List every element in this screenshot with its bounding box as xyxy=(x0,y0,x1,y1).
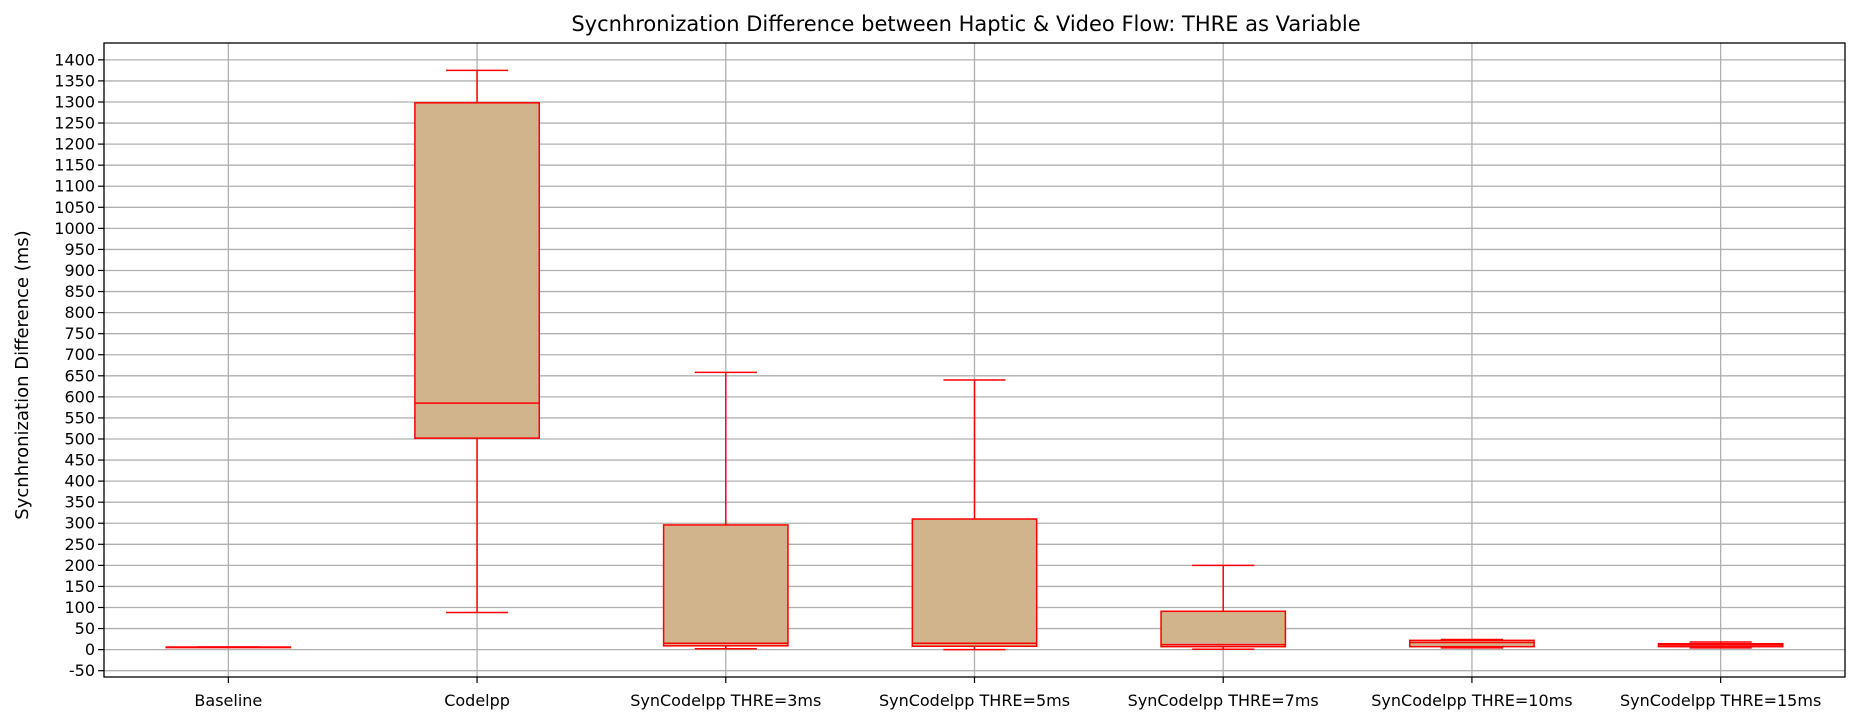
x-tick-label: Baseline xyxy=(194,691,262,710)
y-tick-label: 50 xyxy=(75,619,95,638)
x-tick-label: SynCodelpp THRE=5ms xyxy=(879,691,1070,710)
y-tick-label: 1350 xyxy=(54,71,95,90)
y-tick-label: 1400 xyxy=(54,50,95,69)
y-tick-label: 850 xyxy=(64,282,95,301)
iqr-box xyxy=(414,102,540,439)
y-tick-label: 500 xyxy=(64,429,95,448)
iqr-box xyxy=(1160,610,1287,648)
x-tick-label: SynCodelpp THRE=15ms xyxy=(1620,691,1821,710)
y-tick-label: 1050 xyxy=(54,198,95,217)
y-tick-label: 800 xyxy=(64,303,95,322)
y-tick-label: 200 xyxy=(64,556,95,575)
box-series xyxy=(165,69,1784,651)
y-tick-label: 450 xyxy=(64,451,95,470)
iqr-box xyxy=(1409,639,1535,648)
box-3 xyxy=(662,371,789,650)
x-tick-label: SynCodelpp THRE=10ms xyxy=(1371,691,1572,710)
y-tick-label: 600 xyxy=(64,387,95,406)
box-7 xyxy=(1657,641,1784,649)
box-5 xyxy=(1160,564,1287,650)
y-tick-label: 1200 xyxy=(54,135,95,154)
y-tick-label: 300 xyxy=(64,514,95,533)
y-tick-label: 1250 xyxy=(54,114,95,133)
chart-title: Sycnhronization Difference between Hapti… xyxy=(571,12,1360,36)
x-tick-label: Codelpp xyxy=(444,691,510,710)
y-tick-label: 1300 xyxy=(54,92,95,111)
y-tick-label: 250 xyxy=(64,535,95,554)
y-tick-label: 100 xyxy=(64,598,95,617)
box-1 xyxy=(165,646,292,649)
box-2 xyxy=(414,69,540,614)
y-tick-label: 1000 xyxy=(54,219,95,238)
y-tick-label: 1100 xyxy=(54,177,95,196)
y-tick-label: 700 xyxy=(64,345,95,364)
y-tick-label: 350 xyxy=(64,493,95,512)
y-tick-label: 400 xyxy=(64,472,95,491)
y-tick-label: 550 xyxy=(64,408,95,427)
iqr-box xyxy=(911,518,1038,647)
y-axis-label: Sycnhronization Difference (ms) xyxy=(12,230,33,519)
box-4 xyxy=(911,379,1038,651)
iqr-box xyxy=(662,524,789,647)
y-tick-label: -50 xyxy=(69,661,95,680)
y-tick-label: 650 xyxy=(64,366,95,385)
y-tick-label: 750 xyxy=(64,324,95,343)
box-6 xyxy=(1409,638,1535,649)
y-tick-label: 900 xyxy=(64,261,95,280)
x-tick-label: SynCodelpp THRE=3ms xyxy=(630,691,821,710)
y-tick-label: 0 xyxy=(85,640,95,659)
y-tick-label: 950 xyxy=(64,240,95,259)
x-tick-label: SynCodelpp THRE=7ms xyxy=(1128,691,1319,710)
y-tick-label: 150 xyxy=(64,577,95,596)
axes: -50 0 50 100 150 200 250 300 350 400 450 500 550 600 6… xyxy=(54,42,1846,710)
y-tick-label: 1150 xyxy=(54,156,95,175)
